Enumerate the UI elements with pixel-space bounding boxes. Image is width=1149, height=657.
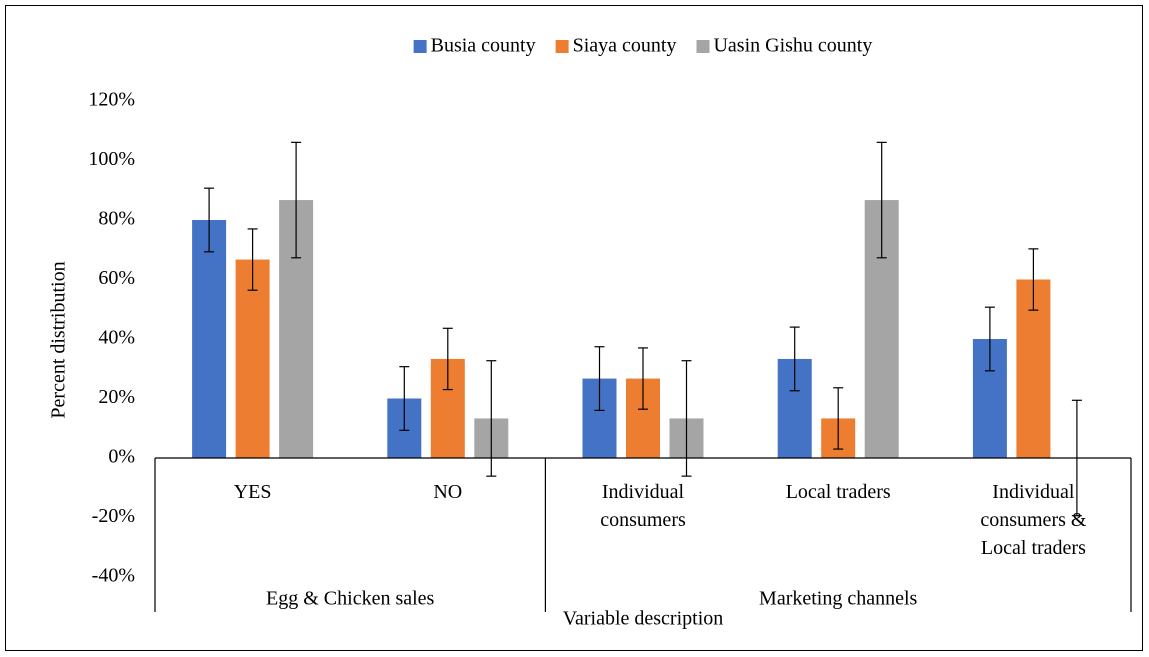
group-label: Egg & Chicken sales [266,588,435,610]
y-tick-label: 20% [98,386,135,408]
x-tick-label: NO [433,481,462,503]
x-tick-label: Individual consumers [600,481,686,531]
error-bar [833,387,844,450]
x-axis-title: Variable description [563,608,724,630]
legend-swatch [413,40,427,53]
error-bar [594,346,605,411]
x-tick-label: Local traders [786,481,891,503]
legend-label: Busia county [431,35,536,57]
error-bar [442,327,453,391]
y-tick-label: -20% [92,505,135,527]
error-bar [876,141,887,259]
legend-label: Siaya county [573,35,677,57]
error-bar [291,141,302,259]
error-bar [984,306,995,372]
x-tick-label: Individual consumers & Local traders [980,481,1087,559]
bar [235,259,270,458]
y-axis-title: Percent distribution [48,261,70,418]
error-bar [204,187,215,253]
y-tick-label: 40% [98,327,135,349]
chart-border [5,5,1143,651]
legend-label: Uasin Gishu county [713,35,872,57]
y-tick-label: -40% [92,565,135,587]
x-tick-label: YES [234,481,272,503]
y-tick-label: 80% [98,208,135,230]
error-bar [247,228,258,291]
legend-swatch [696,40,710,53]
error-bar [681,360,692,477]
error-bar [789,326,800,392]
y-tick-label: 60% [98,267,135,289]
y-tick-label: 100% [88,148,135,170]
error-bar [638,347,648,410]
y-tick-label: 120% [88,89,135,111]
error-bar [486,360,497,477]
group-label: Marketing channels [759,588,917,610]
error-bar [399,366,410,431]
y-tick-label: 0% [108,446,135,468]
bar [192,220,227,458]
legend-swatch [555,40,569,53]
error-bar [1028,248,1039,311]
